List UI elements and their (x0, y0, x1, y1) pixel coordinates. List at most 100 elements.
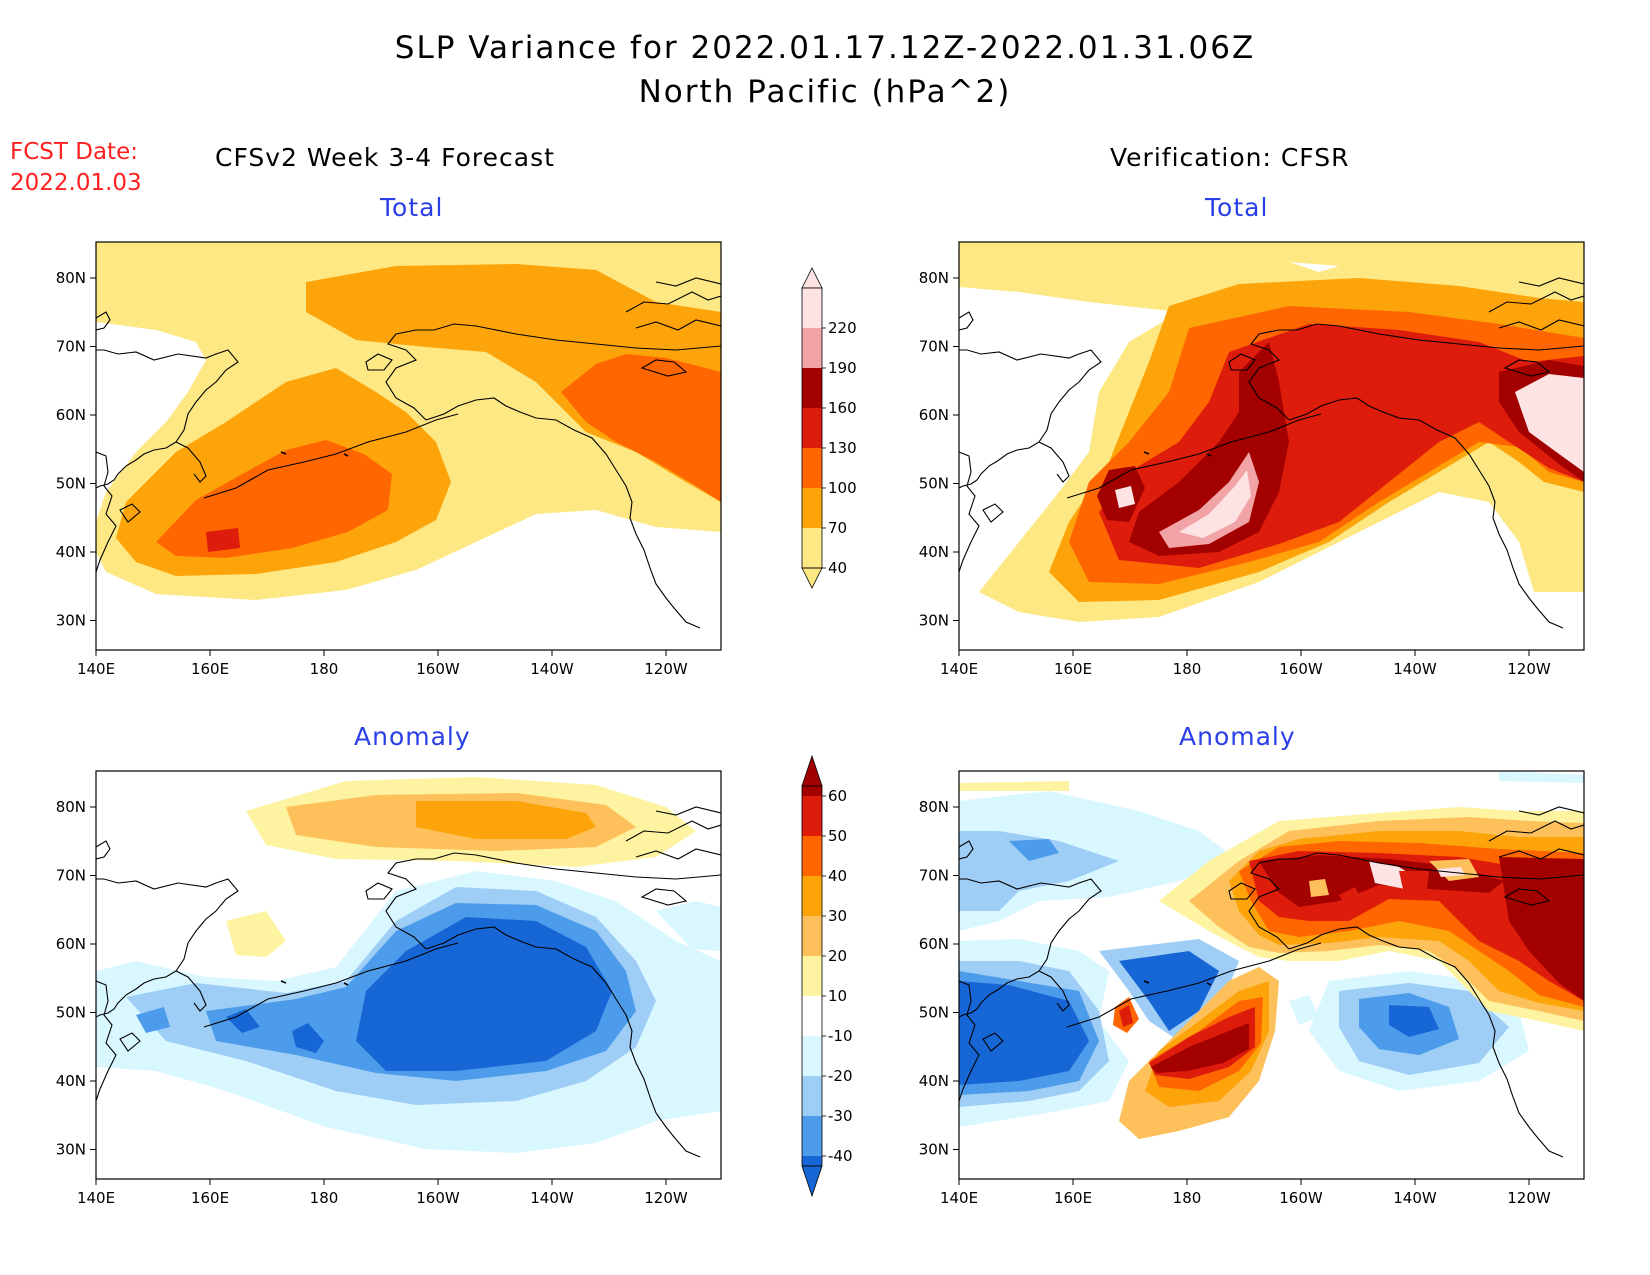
verification-column-title: Verification: CFSR (1110, 143, 1350, 172)
lat-tick-label: 30N (56, 1141, 86, 1159)
lon-tick-label: 140E (940, 1189, 978, 1207)
lon-tick-label: 180 (310, 1189, 339, 1207)
lat-tick-label: 40N (919, 1072, 949, 1090)
lon-tick-label: 120W (1507, 660, 1551, 678)
lat-tick-label: 80N (919, 798, 949, 816)
colorbar-level-label: 100 (828, 479, 857, 497)
colorbar-swatch (802, 288, 822, 328)
lon-tick-label: 180 (310, 660, 339, 678)
colorbar-level-label: -40 (828, 1147, 853, 1165)
main-subtitle: North Pacific (hPa^2) (638, 74, 1012, 110)
colorbar-bottom-arrow (801, 567, 823, 589)
colorbar-swatch (802, 1116, 822, 1156)
lat-tick-label: 40N (56, 543, 86, 561)
lat-tick-label: 70N (919, 867, 949, 885)
total-colorbar: 220 190 160 130 100 70 40 (801, 267, 857, 589)
lat-tick-label: 70N (56, 867, 86, 885)
lat-tick-label: 30N (919, 1141, 949, 1159)
colorbar-level-label: 70 (828, 519, 847, 537)
colorbar-swatch (802, 796, 822, 836)
anomaly-colorbar: 60 50 40 30 20 10 -10 -20 -30 -40 (801, 754, 853, 1198)
colorbar-swatch (802, 876, 822, 916)
lat-tick-label: 80N (919, 269, 949, 287)
lon-tick-label: 160E (1054, 1189, 1092, 1207)
lat-tick-label: 50N (56, 475, 86, 493)
lon-tick-label: 120W (1507, 1189, 1551, 1207)
lon-tick-label: 140E (77, 1189, 115, 1207)
colorbar-level-label: 20 (828, 947, 847, 965)
lat-tick-label: 50N (56, 1004, 86, 1022)
colorbar-level-label: 130 (828, 439, 857, 457)
main-title: SLP Variance for 2022.01.17.12Z-2022.01.… (394, 30, 1256, 66)
colorbar-level-label: 30 (828, 907, 847, 925)
lon-tick-label: 140E (940, 660, 978, 678)
lon-tick-label: 140W (530, 660, 574, 678)
colorbar-level-label: 50 (828, 827, 847, 845)
colorbar-level-label: 190 (828, 359, 857, 377)
colorbar-level-label: 220 (828, 319, 857, 337)
colorbar-swatch (802, 786, 822, 796)
colorbar-swatch (802, 488, 822, 528)
colorbar-bottom-arrow (801, 1165, 823, 1198)
lat-tick-label: 50N (919, 1004, 949, 1022)
lat-tick-label: 30N (919, 612, 949, 630)
lon-tick-label: 140W (530, 1189, 574, 1207)
colorbar-level-label: -10 (828, 1027, 853, 1045)
colorbar-level-label: -30 (828, 1107, 853, 1125)
verification-total-map (958, 241, 1585, 651)
colorbar-level-label: 10 (828, 987, 847, 1005)
lat-tick-label: 60N (56, 935, 86, 953)
colorbar-top-arrow (801, 267, 823, 289)
fcst-date-label: FCST Date: (10, 139, 138, 165)
lat-tick-label: 40N (56, 1072, 86, 1090)
colorbar-top-arrow (801, 754, 823, 787)
lat-tick-label: 80N (56, 269, 86, 287)
lon-tick-label: 120W (644, 660, 688, 678)
lat-tick-label: 50N (919, 475, 949, 493)
colorbar-level-label: 40 (828, 867, 847, 885)
lon-tick-label: 140E (77, 660, 115, 678)
lat-tick-label: 60N (919, 935, 949, 953)
colorbar-swatch (802, 1076, 822, 1116)
colorbar-swatch (802, 1156, 822, 1166)
colorbar-level-label: 40 (828, 559, 847, 577)
colorbar-swatch (802, 1036, 822, 1076)
verification-anomaly-map (958, 770, 1585, 1180)
lat-tick-label: 60N (919, 406, 949, 424)
panel-title-verification-total: Total (1205, 193, 1269, 222)
lat-tick-label: 60N (56, 406, 86, 424)
lon-tick-label: 160W (1279, 660, 1323, 678)
panel-title-forecast-anomaly: Anomaly (354, 722, 471, 751)
lon-tick-label: 140W (1393, 660, 1437, 678)
lon-tick-label: 120W (644, 1189, 688, 1207)
panel-title-verification-anomaly: Anomaly (1179, 722, 1296, 751)
lon-tick-label: 180 (1173, 660, 1202, 678)
fcst-date-value: 2022.01.03 (10, 170, 142, 196)
forecast-total-map (95, 241, 722, 651)
map-axes: 80N 70N 60N 50N 40N 30N 140E 160E 180 160W 140W 120… (56, 269, 1551, 1207)
colorbar-swatch (802, 408, 822, 448)
colorbar-swatch (802, 956, 822, 996)
colorbar-swatch (802, 328, 822, 368)
lat-tick-label: 80N (56, 798, 86, 816)
lat-tick-label: 40N (919, 543, 949, 561)
lon-tick-label: 160W (1279, 1189, 1323, 1207)
colorbar-level-label: 60 (828, 787, 847, 805)
lon-tick-label: 160E (191, 1189, 229, 1207)
colorbar-swatch (802, 836, 822, 876)
colorbar-level-label: 160 (828, 399, 857, 417)
colorbar-swatch (802, 448, 822, 488)
panel-title-forecast-total: Total (380, 193, 444, 222)
forecast-column-title: CFSv2 Week 3-4 Forecast (215, 143, 555, 172)
colorbar-level-label: -20 (828, 1067, 853, 1085)
lon-tick-label: 180 (1173, 1189, 1202, 1207)
lon-tick-label: 160E (191, 660, 229, 678)
colorbar-swatch (802, 528, 822, 568)
lon-tick-label: 160E (1054, 660, 1092, 678)
lat-tick-label: 70N (56, 338, 86, 356)
colorbar-swatch (802, 368, 822, 408)
colorbar-swatch (802, 996, 822, 1036)
lon-tick-label: 140W (1393, 1189, 1437, 1207)
colorbar-swatch (802, 916, 822, 956)
